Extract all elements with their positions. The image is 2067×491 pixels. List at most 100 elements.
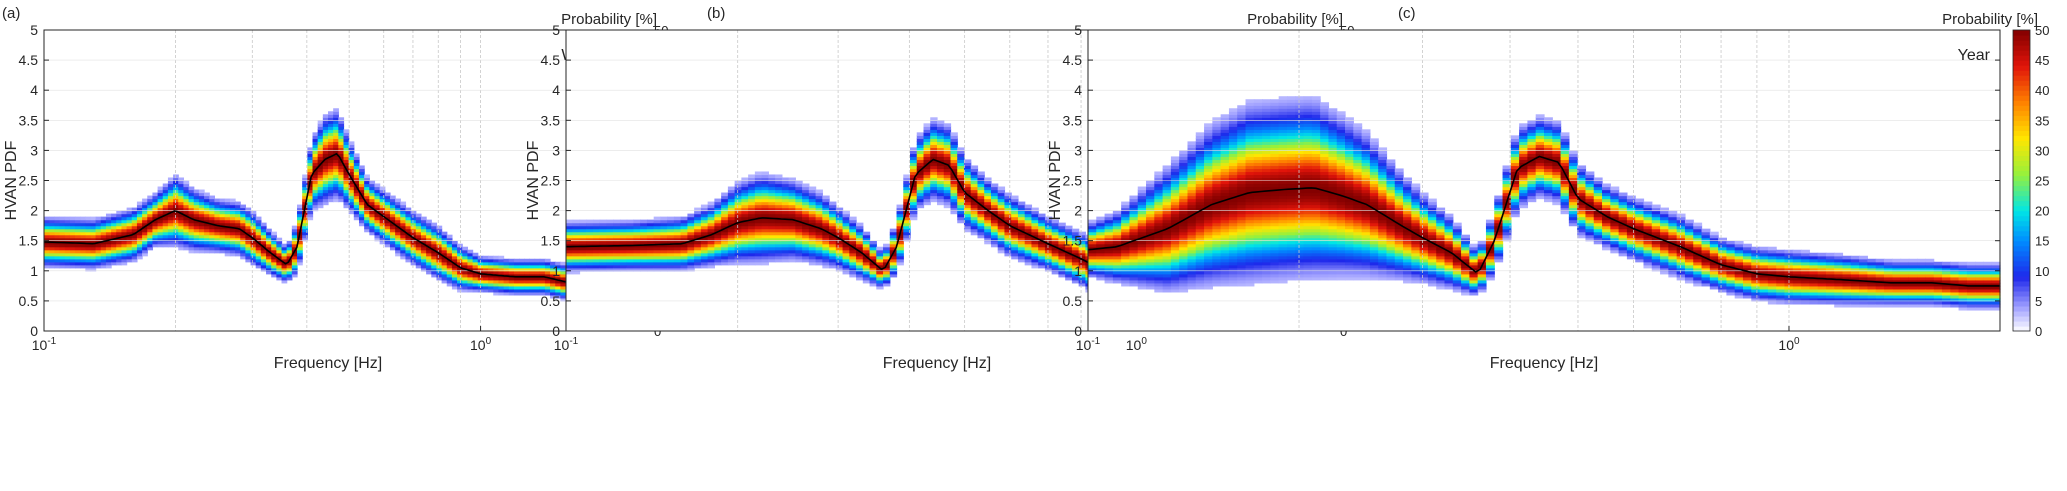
heatmap-cell: [508, 282, 515, 287]
heatmap-cell: [1017, 231, 1026, 236]
heatmap-cell: [727, 216, 736, 221]
heatmap-cell: [741, 231, 749, 236]
heatmap-cell: [1179, 201, 1189, 206]
heatmap-cell: [100, 228, 107, 233]
heatmap-cell: [245, 222, 252, 227]
heatmap-cell: [291, 261, 298, 266]
heatmap-cell: [586, 261, 594, 266]
heatmap-cell: [1146, 216, 1155, 221]
heatmap-cell: [842, 222, 850, 227]
heatmap-cell: [147, 246, 154, 251]
heatmap-cell: [1017, 204, 1026, 209]
heatmap-cell: [1187, 201, 1197, 206]
heatmap-cell: [990, 186, 999, 191]
heatmap-cell: [640, 222, 648, 227]
heatmap-cell: [1065, 243, 1073, 248]
heatmap-cell: [322, 117, 329, 121]
heatmap-cell: [1017, 201, 1026, 206]
heatmap-cell: [105, 261, 112, 266]
heatmap-cell: [1146, 180, 1155, 185]
heatmap-cell: [85, 246, 92, 251]
heatmap-cell: [353, 156, 360, 161]
heatmap-cell: [950, 201, 958, 206]
heatmap-cell: [1137, 279, 1147, 284]
heatmap-cell: [395, 204, 401, 209]
heatmap-cell: [157, 234, 164, 239]
heatmap-cell: [1195, 138, 1205, 142]
heatmap-cell: [950, 144, 958, 148]
heatmap-cell: [1212, 159, 1222, 164]
heatmap-cell: [389, 195, 396, 200]
heatmap-cell: [235, 207, 241, 212]
heatmap-cell: [111, 246, 117, 251]
heatmap-cell: [1170, 270, 1180, 275]
heatmap-cell: [214, 216, 221, 221]
heatmap-cell: [276, 249, 283, 254]
heatmap-cell: [1204, 135, 1213, 139]
heatmap-cell: [178, 243, 185, 248]
heatmap-cell: [754, 201, 763, 206]
heatmap-cell: [957, 216, 965, 221]
heatmap-cell: [680, 267, 689, 272]
heatmap-cell: [640, 258, 648, 263]
heatmap-cell: [761, 258, 769, 263]
heatmap-cell: [312, 204, 319, 209]
heatmap-cell: [1031, 207, 1039, 212]
heatmap-cell: [795, 222, 803, 227]
heatmap-cell: [260, 231, 267, 236]
heatmap-cell: [721, 204, 729, 209]
heatmap-cell: [727, 249, 736, 254]
heatmap-cell: [513, 264, 520, 269]
heatmap-cell: [943, 183, 952, 188]
heatmap-cell: [85, 228, 92, 233]
heatmap-cell: [353, 216, 360, 221]
heatmap-cell: [829, 234, 837, 239]
heatmap-cell: [761, 234, 769, 239]
heatmap-cell: [1179, 270, 1189, 275]
heatmap-cell: [943, 123, 952, 127]
heatmap-cell: [188, 204, 195, 209]
heatmap-cell: [348, 147, 355, 151]
heatmap-cell: [1204, 177, 1213, 182]
heatmap-cell: [1146, 213, 1155, 218]
heatmap-cell: [1170, 252, 1180, 257]
heatmap-cell: [937, 180, 945, 185]
heatmap-cell: [788, 240, 796, 245]
heatmap-cell: [856, 240, 864, 245]
heatmap-cell: [229, 219, 236, 224]
heatmap-cell: [566, 234, 574, 239]
heatmap-cell: [896, 210, 904, 215]
heatmap-cell: [100, 219, 107, 224]
heatmap-cell: [312, 132, 319, 136]
heatmap-cell: [317, 198, 324, 203]
heatmap-cell: [1220, 261, 1230, 266]
heatmap-cell: [856, 246, 864, 251]
heatmap-cell: [457, 279, 463, 284]
heatmap-cell: [343, 159, 350, 164]
heatmap-cell: [822, 216, 830, 221]
heatmap-cell: [950, 159, 958, 164]
heatmap-cell: [957, 162, 965, 167]
heatmap-cell: [333, 180, 339, 185]
heatmap-cell: [734, 225, 742, 230]
heatmap-cell: [808, 225, 817, 230]
heatmap-cell: [1154, 216, 1164, 221]
heatmap-cell: [162, 192, 169, 197]
heatmap-cell: [338, 165, 345, 170]
heatmap-cell: [446, 279, 453, 284]
heatmap-cell: [930, 153, 938, 158]
heatmap-cell: [653, 219, 662, 224]
heatmap-cell: [856, 243, 864, 248]
heatmap-cell: [1154, 261, 1164, 266]
heatmap-cell: [613, 246, 621, 251]
colorbar-label: Probability [%]: [561, 11, 657, 28]
heatmap-cell: [613, 237, 621, 242]
heatmap-cell: [566, 246, 574, 251]
heatmap-cell: [788, 189, 796, 194]
heatmap-cell: [1065, 246, 1073, 251]
heatmap-cell: [1187, 222, 1197, 227]
heatmap-cell: [188, 225, 195, 230]
heatmap-cell: [653, 225, 662, 230]
heatmap-cell: [849, 264, 857, 269]
heatmap-cell: [297, 255, 303, 260]
